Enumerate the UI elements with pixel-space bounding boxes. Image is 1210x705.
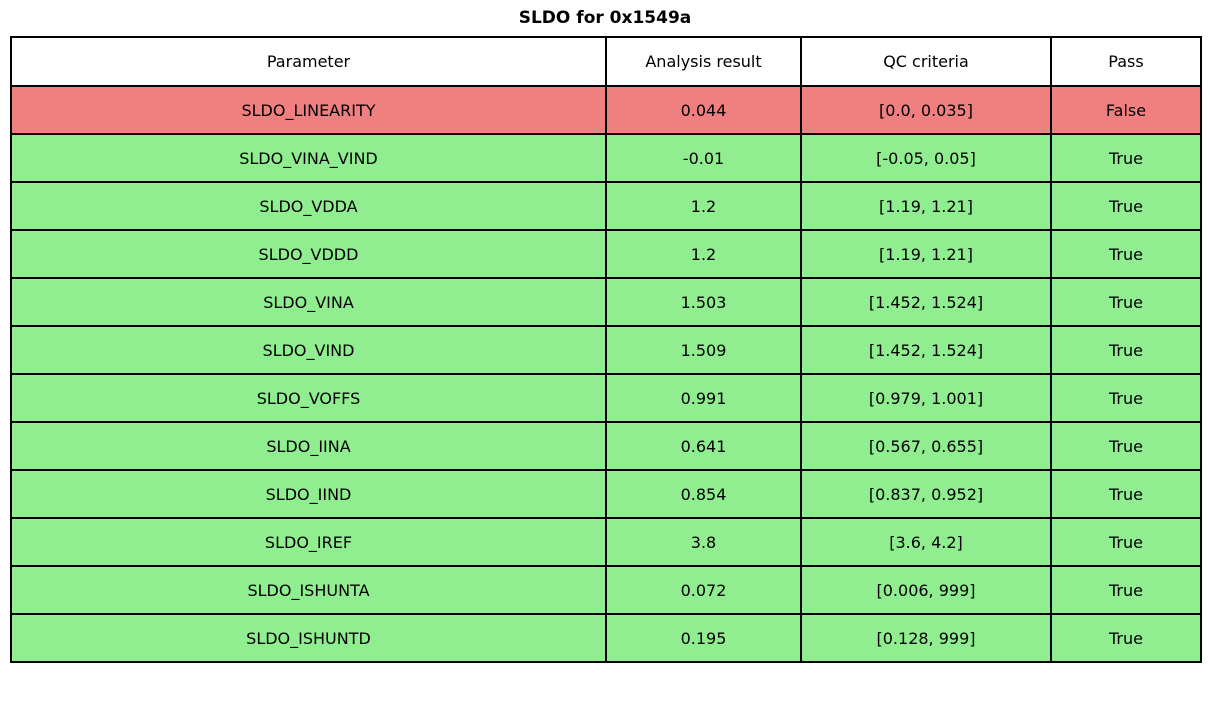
cell-parameter: SLDO_VDDD [10, 229, 607, 279]
cell-pass: True [1050, 277, 1202, 327]
cell-parameter: SLDO_VOFFS [10, 373, 607, 423]
cell-pass: True [1050, 373, 1202, 423]
cell-analysis-result: 0.991 [605, 373, 802, 423]
cell-parameter: SLDO_IIND [10, 469, 607, 519]
table-row: SLDO_ISHUNTD 0.195 [0.128, 999] True [10, 613, 1202, 663]
qc-table-body: SLDO_LINEARITY 0.044 [0.0, 0.035] False SLDO… [10, 85, 1202, 663]
cell-parameter: SLDO_VINA_VIND [10, 133, 607, 183]
cell-qc-criteria: [0.0, 0.035] [800, 85, 1052, 135]
cell-qc-criteria: [0.837, 0.952] [800, 469, 1052, 519]
table-row: SLDO_IREF 3.8 [3.6, 4.2] True [10, 517, 1202, 567]
cell-analysis-result: 0.195 [605, 613, 802, 663]
cell-pass: False [1050, 85, 1202, 135]
cell-pass: True [1050, 325, 1202, 375]
cell-analysis-result: 0.854 [605, 469, 802, 519]
cell-analysis-result: 1.2 [605, 181, 802, 231]
cell-parameter: SLDO_ISHUNTA [10, 565, 607, 615]
table-row: SLDO_VDDD 1.2 [1.19, 1.21] True [10, 229, 1202, 279]
cell-qc-criteria: [0.006, 999] [800, 565, 1052, 615]
cell-pass: True [1050, 613, 1202, 663]
table-row: SLDO_VOFFS 0.991 [0.979, 1.001] True [10, 373, 1202, 423]
cell-qc-criteria: [0.128, 999] [800, 613, 1052, 663]
cell-pass: True [1050, 229, 1202, 279]
table-header-row: Parameter Analysis result QC criteria Pa… [10, 36, 1202, 87]
qc-results-table: Parameter Analysis result QC criteria Pa… [10, 36, 1202, 663]
cell-qc-criteria: [0.567, 0.655] [800, 421, 1052, 471]
table-row: SLDO_VINA 1.503 [1.452, 1.524] True [10, 277, 1202, 327]
cell-qc-criteria: [1.19, 1.21] [800, 229, 1052, 279]
cell-pass: True [1050, 469, 1202, 519]
cell-qc-criteria: [-0.05, 0.05] [800, 133, 1052, 183]
cell-pass: True [1050, 181, 1202, 231]
cell-parameter: SLDO_VIND [10, 325, 607, 375]
cell-pass: True [1050, 133, 1202, 183]
cell-analysis-result: 0.641 [605, 421, 802, 471]
table-row: SLDO_VDDA 1.2 [1.19, 1.21] True [10, 181, 1202, 231]
cell-parameter: SLDO_IREF [10, 517, 607, 567]
cell-parameter: SLDO_VINA [10, 277, 607, 327]
column-header-qc-criteria: QC criteria [800, 36, 1052, 87]
cell-pass: True [1050, 565, 1202, 615]
cell-qc-criteria: [1.452, 1.524] [800, 325, 1052, 375]
cell-analysis-result: 1.2 [605, 229, 802, 279]
cell-pass: True [1050, 421, 1202, 471]
cell-qc-criteria: [3.6, 4.2] [800, 517, 1052, 567]
table-row: SLDO_VIND 1.509 [1.452, 1.524] True [10, 325, 1202, 375]
table-row: SLDO_VINA_VIND -0.01 [-0.05, 0.05] True [10, 133, 1202, 183]
cell-qc-criteria: [1.452, 1.524] [800, 277, 1052, 327]
cell-qc-criteria: [0.979, 1.001] [800, 373, 1052, 423]
cell-analysis-result: 0.072 [605, 565, 802, 615]
column-header-parameter: Parameter [10, 36, 607, 87]
cell-analysis-result: 1.509 [605, 325, 802, 375]
cell-analysis-result: 1.503 [605, 277, 802, 327]
cell-analysis-result: 0.044 [605, 85, 802, 135]
table-row: SLDO_ISHUNTA 0.072 [0.006, 999] True [10, 565, 1202, 615]
cell-parameter: SLDO_ISHUNTD [10, 613, 607, 663]
page-title: SLDO for 0x1549a [518, 8, 692, 28]
cell-pass: True [1050, 517, 1202, 567]
column-header-analysis-result: Analysis result [605, 36, 802, 87]
cell-parameter: SLDO_IINA [10, 421, 607, 471]
table-row: SLDO_IINA 0.641 [0.567, 0.655] True [10, 421, 1202, 471]
cell-parameter: SLDO_VDDA [10, 181, 607, 231]
column-header-pass: Pass [1050, 36, 1202, 87]
table-row: SLDO_LINEARITY 0.044 [0.0, 0.035] False [10, 85, 1202, 135]
table-row: SLDO_IIND 0.854 [0.837, 0.952] True [10, 469, 1202, 519]
cell-analysis-result: -0.01 [605, 133, 802, 183]
cell-parameter: SLDO_LINEARITY [10, 85, 607, 135]
cell-analysis-result: 3.8 [605, 517, 802, 567]
cell-qc-criteria: [1.19, 1.21] [800, 181, 1052, 231]
